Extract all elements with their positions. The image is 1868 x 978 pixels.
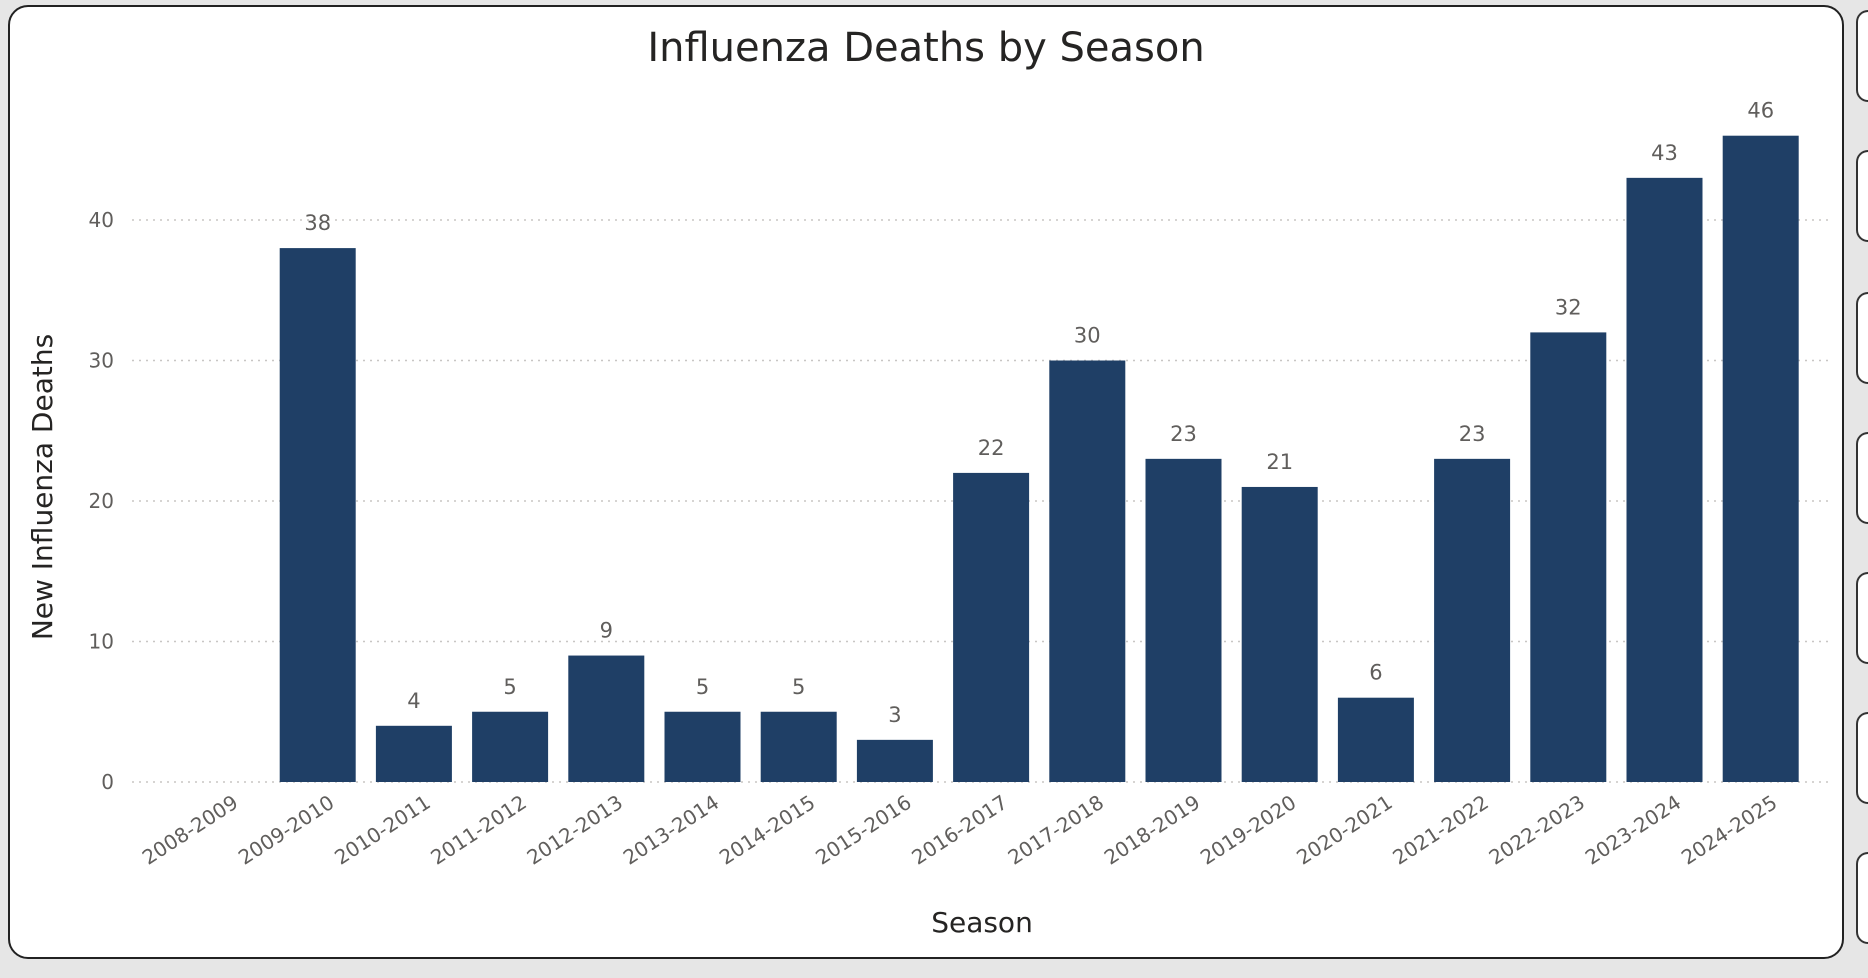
data-label: 46 <box>1747 99 1774 123</box>
y-tick-label: 40 <box>89 208 114 232</box>
x-tick-label: 2020-2021 <box>1292 790 1396 870</box>
bar <box>1434 458 1511 782</box>
bar <box>1337 697 1414 782</box>
bar-chart: 38 4 5 9 5 5 3 22 30 23 21 6 23 32 43 46 0 10 20 30 40 2008… <box>26 99 1828 939</box>
bar <box>375 725 452 782</box>
bar <box>568 655 645 782</box>
data-label: 9 <box>600 619 613 643</box>
bar <box>953 472 1030 782</box>
x-tick-label: 2015-2016 <box>811 790 915 870</box>
data-label: 5 <box>792 675 805 699</box>
x-tick-label: 2024-2025 <box>1677 790 1781 870</box>
adjacent-panel-edge-6 <box>1856 712 1868 804</box>
data-label: 5 <box>503 675 516 699</box>
bar <box>1722 135 1799 782</box>
x-tick-label: 2013-2014 <box>619 790 723 870</box>
bar <box>1241 486 1318 782</box>
data-label: 30 <box>1074 324 1101 348</box>
y-tick-label: 20 <box>89 489 114 513</box>
adjacent-panel-edge-3 <box>1856 292 1868 384</box>
bar <box>279 248 356 783</box>
bar <box>1145 458 1222 782</box>
data-label: 32 <box>1555 295 1582 319</box>
x-tick-label: 2009-2010 <box>234 790 338 870</box>
x-tick-label: 2019-2020 <box>1196 790 1300 870</box>
y-axis-title: New Influenza Deaths <box>26 334 59 640</box>
x-tick-label: 2018-2019 <box>1100 790 1204 870</box>
y-tick-label: 0 <box>101 770 114 794</box>
data-label: 38 <box>304 211 331 235</box>
bars <box>279 135 1799 783</box>
x-tick-label: 2021-2022 <box>1388 790 1492 870</box>
data-label: 22 <box>978 436 1005 460</box>
x-tick-label: 2016-2017 <box>907 790 1011 870</box>
data-label: 23 <box>1170 422 1197 446</box>
x-tick-label: 2010-2011 <box>330 790 434 870</box>
y-axis: 0 10 20 30 40 <box>89 208 114 794</box>
bar <box>1530 332 1607 782</box>
adjacent-panel-edge-2 <box>1856 150 1868 242</box>
adjacent-panel-edge-7 <box>1856 852 1868 944</box>
y-tick-label: 30 <box>89 349 114 373</box>
bar <box>664 711 741 782</box>
chart-title: Influenza Deaths by Season <box>647 25 1205 71</box>
bar <box>760 711 837 782</box>
data-label: 4 <box>407 689 420 713</box>
x-tick-label: 2022-2023 <box>1485 790 1589 870</box>
data-labels: 38 4 5 9 5 5 3 22 30 23 21 6 23 32 43 46 <box>304 99 1774 727</box>
data-label: 6 <box>1369 661 1382 685</box>
adjacent-panel-edge-4 <box>1856 432 1868 524</box>
data-label: 43 <box>1651 141 1678 165</box>
chart-card[interactable]: Influenza Deaths by Season 38 4 5 9 5 5 3 22 30 2… <box>8 5 1844 959</box>
data-label: 3 <box>888 703 901 727</box>
x-tick-label: 2008-2009 <box>138 790 242 870</box>
y-tick-label: 10 <box>89 630 114 654</box>
x-tick-label: 2017-2018 <box>1004 790 1108 870</box>
x-tick-label: 2012-2013 <box>523 790 627 870</box>
x-tick-label: 2014-2015 <box>715 790 819 870</box>
adjacent-panel-edge-1 <box>1856 10 1868 102</box>
x-tick-label: 2011-2012 <box>426 790 530 870</box>
bar <box>856 739 933 782</box>
bar <box>1049 360 1126 782</box>
data-label: 5 <box>696 675 709 699</box>
x-axis: 2008-20092009-20102010-20112011-20122012… <box>138 790 1782 870</box>
data-label: 23 <box>1459 422 1486 446</box>
adjacent-panel-edge-5 <box>1856 572 1868 664</box>
data-label: 21 <box>1266 450 1293 474</box>
x-tick-label: 2023-2024 <box>1581 790 1685 870</box>
bar <box>472 711 549 782</box>
bar <box>1626 177 1703 783</box>
x-axis-title: Season <box>931 906 1033 939</box>
